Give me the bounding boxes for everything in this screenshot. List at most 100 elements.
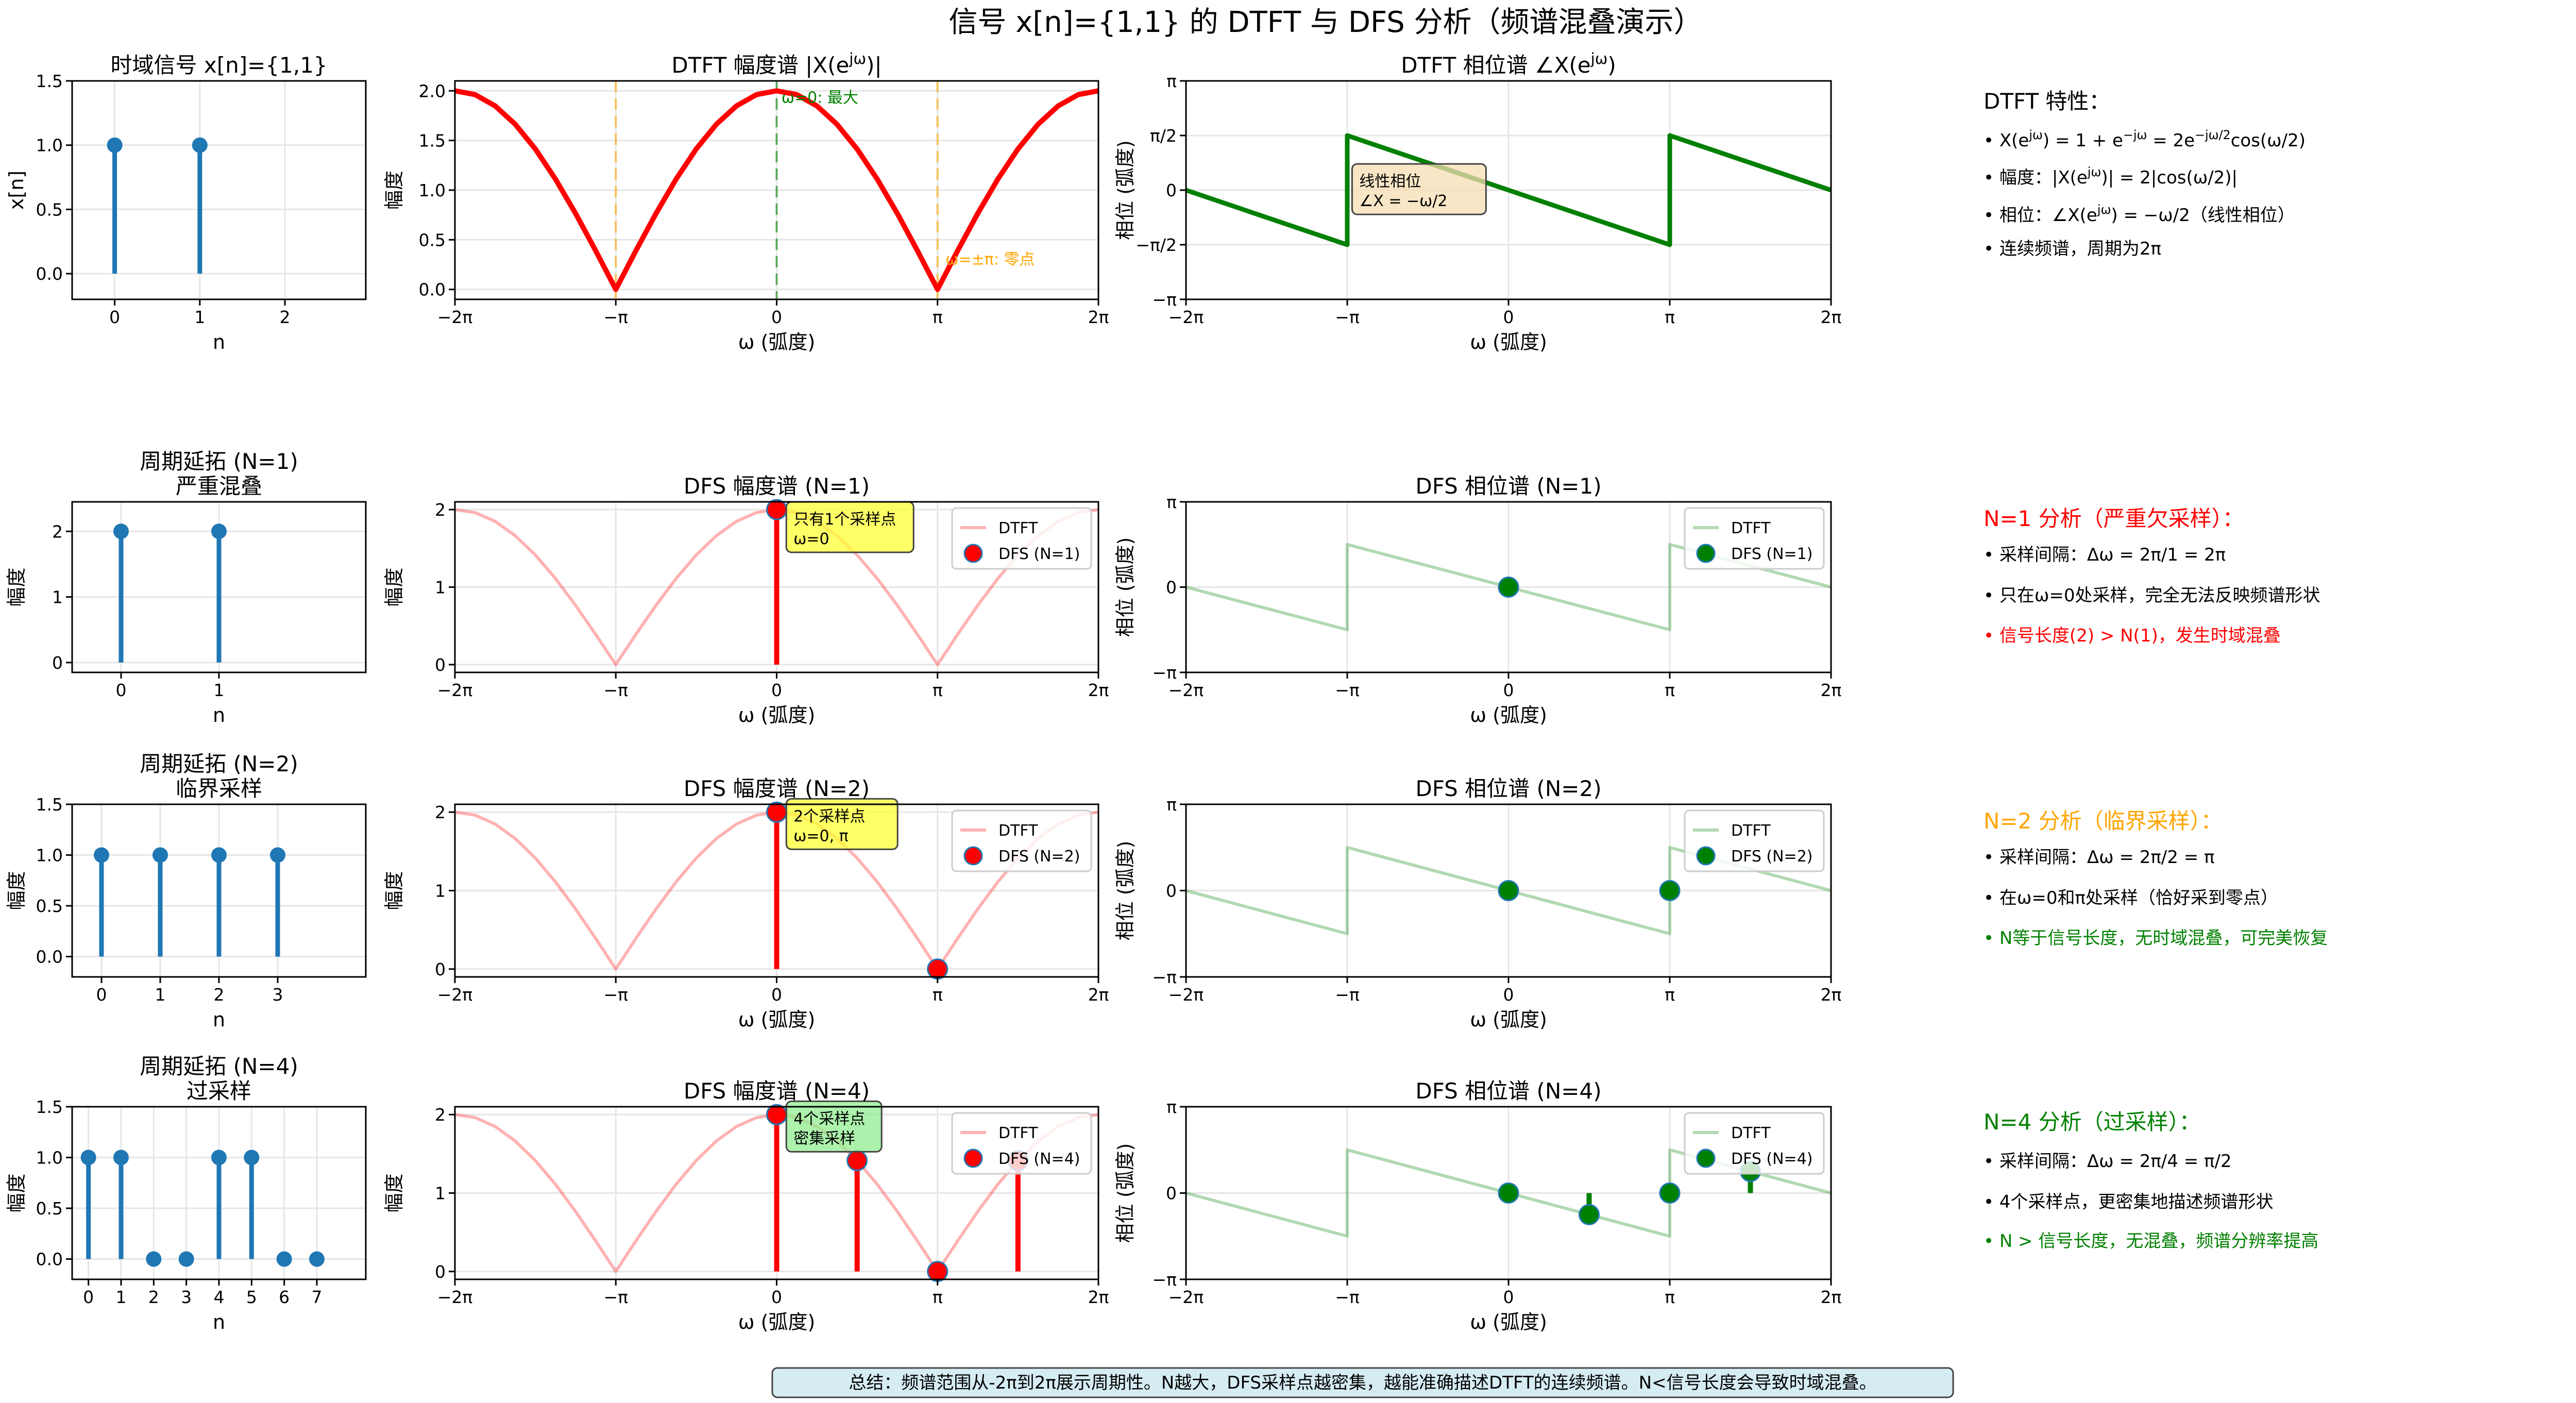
y-tick-label: 1.5 xyxy=(419,131,446,151)
stem-marker xyxy=(244,1150,260,1165)
subplot-title: 周期延拓 (N=4) xyxy=(140,1054,298,1079)
subplot-title-part: DFS 相位谱 (N=1) xyxy=(1415,474,1601,499)
subplot-title-part: DFS 相位谱 (N=2) xyxy=(1415,776,1601,801)
annotation-line: 4个采样点 xyxy=(793,1110,865,1128)
subplot-title-part: ) xyxy=(1607,53,1616,78)
y-tick-label: 1.0 xyxy=(36,136,63,156)
y-tick-label: 0 xyxy=(1166,881,1177,901)
x-tick-label: −π xyxy=(603,680,628,700)
x-axis-label: ω (弧度) xyxy=(738,1008,816,1031)
plot-area xyxy=(107,137,208,274)
legend-label: DTFT xyxy=(998,822,1038,840)
x-axis-label: n xyxy=(213,704,225,726)
stem-marker xyxy=(113,1150,129,1165)
note-item-part: • X(e xyxy=(1984,130,2029,151)
note-item: • 幅度：|X(ejω)| = 2|cos(ω/2)| xyxy=(1984,165,2238,188)
subplot-title: 周期延拓 (N=1) xyxy=(140,449,298,474)
plot-area xyxy=(94,847,285,957)
note-item-part: • 幅度：|X(e xyxy=(1984,167,2088,188)
y-tick-label: 1.5 xyxy=(36,1097,63,1117)
subplot-title: DFS 幅度谱 (N=4) xyxy=(684,1078,870,1104)
stem-marker xyxy=(211,1150,227,1165)
note-item: • X(ejω) = 1 + e−jω = 2e−jω/2cos(ω/2) xyxy=(1984,128,2306,151)
x-tick-label: 1 xyxy=(116,1287,127,1307)
subplot-title: DFS 幅度谱 (N=1) xyxy=(684,474,870,499)
annotation-box xyxy=(785,798,899,850)
subplot-mag0: ω=0: 最大 ω=±π: 零点 −2π −π 0 π 2π 0.0 0.5 1.0 1.5 2.0 D… xyxy=(383,50,1109,353)
x-tick-label: 1 xyxy=(214,680,225,700)
note-heading: DTFT 特性： xyxy=(1984,89,2110,114)
y-axis-label: 幅度 xyxy=(383,871,405,910)
note-block: N=1 分析（严重欠采样）： • 采样间隔：Δω = 2π/1 = 2π • 只在ω… xyxy=(1984,506,2320,646)
y-tick-label: 0 xyxy=(1166,1184,1177,1204)
legend: DTFT DFS (N=2) xyxy=(951,809,1092,872)
x-tick-label: −2π xyxy=(437,1287,473,1307)
note-item-part: jω xyxy=(2097,202,2111,217)
note-heading: N=2 分析（临界采样）： xyxy=(1984,808,2223,834)
summary-text: 总结：频谱范围从-2π到2π展示周期性。N越大，DFS采样点越密集，越能准确描述… xyxy=(849,1373,1876,1393)
dfs-marker xyxy=(927,1261,948,1282)
subplot-title-part: 周期延拓 (N=2) xyxy=(140,751,298,776)
dfs-marker xyxy=(766,801,787,823)
y-axis-label: 幅度 xyxy=(383,1173,405,1212)
stem-marker xyxy=(152,847,168,863)
y-tick-label: π xyxy=(1166,71,1177,91)
legend-marker-swatch xyxy=(963,1148,983,1168)
x-tick-label: −2π xyxy=(1168,680,1204,700)
subplot-title-part: DFS 相位谱 (N=4) xyxy=(1415,1078,1601,1104)
note-item-part: −jω/2 xyxy=(2195,128,2231,142)
dfs-marker xyxy=(766,1104,787,1125)
subplot-title: 严重混叠 xyxy=(176,474,262,499)
legend-marker-swatch xyxy=(1696,544,1716,563)
y-axis-label: 幅度 xyxy=(5,871,28,910)
note-item: • N > 信号长度，无混叠，频谱分辨率提高 xyxy=(1984,1231,2318,1252)
annotation-line: 线性相位 xyxy=(1359,173,1421,191)
series-line-∠X(e^jω) xyxy=(1186,133,1831,247)
stem-marker xyxy=(192,137,208,153)
legend-marker-swatch xyxy=(963,846,983,866)
stem-marker xyxy=(146,1251,162,1267)
x-tick-label: 0 xyxy=(771,680,782,700)
legend-frame xyxy=(951,1112,1092,1175)
y-axis-label: 幅度 xyxy=(383,567,405,606)
axes-frame xyxy=(71,80,367,300)
dfs-marker xyxy=(1498,577,1519,598)
dfs-marker xyxy=(927,958,948,980)
x-tick-label: 0 xyxy=(771,985,782,1005)
x-tick-label: 2 xyxy=(280,307,291,327)
summary-box-bg xyxy=(771,1367,1954,1398)
x-tick-label: 2 xyxy=(148,1287,159,1307)
x-tick-label: 2π xyxy=(1088,985,1109,1005)
x-tick-label: −2π xyxy=(1168,307,1204,327)
x-tick-label: 0 xyxy=(1503,985,1514,1005)
note-item-part: jω xyxy=(2087,165,2102,179)
x-tick-label: 0 xyxy=(83,1287,94,1307)
legend-label: DTFT xyxy=(998,519,1038,537)
x-tick-label: 2π xyxy=(1821,1287,1842,1307)
stem-marker xyxy=(276,1251,292,1267)
legend-label: DFS (N=1) xyxy=(998,545,1080,563)
subplot-title: DFS 相位谱 (N=4) xyxy=(1415,1078,1601,1104)
annotation-line: ω=0 xyxy=(793,530,829,548)
main-title: 信号 x[n]={1,1} 的 DTFT 与 DFS 分析（频谱混叠演示） xyxy=(948,6,1702,39)
dfs-marker xyxy=(1659,880,1681,901)
note-item-part: • 相位：∠X(e xyxy=(1984,205,2097,226)
y-tick-label: 0.0 xyxy=(419,280,446,300)
note-item: • N等于信号长度，无时域混叠，可完美恢复 xyxy=(1984,928,2328,949)
note-item: • 只在ω=0处采样，完全无法反映频谱形状 xyxy=(1984,585,2320,606)
x-tick-label: π xyxy=(1665,307,1675,327)
x-axis-label: ω (弧度) xyxy=(738,331,816,353)
subplot-title-part: )| xyxy=(866,53,882,78)
x-axis-label: ω (弧度) xyxy=(738,1311,816,1333)
y-tick-label: 2 xyxy=(435,500,446,520)
note-item-part: • 信号长度(2) > N(1)，发生时域混叠 xyxy=(1984,626,2281,646)
x-tick-label: 0 xyxy=(1503,307,1514,327)
legend-frame xyxy=(951,809,1092,872)
y-tick-label: 1.0 xyxy=(419,180,446,200)
x-tick-label: 0 xyxy=(771,307,782,327)
x-tick-label: −2π xyxy=(1168,985,1204,1005)
subplot-title-part: jω xyxy=(1590,50,1608,67)
